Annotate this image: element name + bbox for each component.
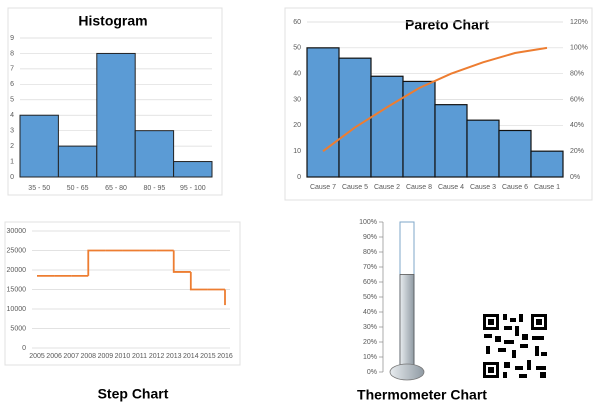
y-tick-label: 9: [10, 35, 14, 42]
x-tick-label: Cause 5: [342, 184, 368, 191]
y-tick-label: 10%: [363, 354, 377, 361]
y-tick-label: 30000: [7, 228, 27, 235]
chart-title: Histogram: [78, 13, 147, 29]
y-tick-label: 30: [293, 96, 301, 103]
mercury: [399, 274, 415, 373]
x-tick-label: 2012: [149, 353, 165, 360]
step-segment: [172, 250, 191, 273]
y-tick-label: 60: [293, 19, 301, 26]
y-tick-label: 30%: [363, 324, 377, 331]
y-tick-label: 0: [22, 345, 26, 352]
bar: [19, 114, 59, 178]
y-tick-label: 40%: [570, 122, 584, 129]
bar: [498, 129, 532, 178]
cumulative-line: [322, 46, 548, 152]
bar: [530, 150, 564, 178]
y-tick-label: 80%: [570, 71, 584, 78]
x-tick-label: 2009: [98, 353, 114, 360]
y-tick-label: 0%: [367, 369, 377, 376]
bar: [134, 130, 175, 178]
y-tick-label: 90%: [363, 234, 377, 241]
step-segment: [189, 271, 208, 291]
y-tick-label: 6: [10, 81, 14, 88]
x-tick-label: Cause 6: [502, 184, 528, 191]
y-tick-label: 60%: [363, 279, 377, 286]
bulb: [389, 363, 425, 381]
x-tick-label: 2007: [63, 353, 79, 360]
x-tick-label: 2014: [183, 353, 199, 360]
x-tick-label: 2015: [200, 353, 216, 360]
qr-code: [481, 312, 549, 380]
x-tick-label: Cause 7: [310, 184, 336, 191]
x-tick-label: 2011: [132, 353, 147, 360]
x-tick-label: 65 - 80: [105, 185, 127, 192]
y-tick-label: 100%: [359, 219, 377, 226]
y-tick-label: 40%: [363, 309, 377, 316]
y-tick-label: 20: [293, 122, 301, 129]
y-tick-label: 20%: [363, 339, 377, 346]
bar: [370, 75, 404, 178]
bar: [402, 80, 436, 178]
bar: [466, 119, 500, 178]
x-tick-label: 35 - 50: [28, 185, 50, 192]
y-tick-label: 0: [10, 174, 14, 181]
x-tick-label: 95 - 100: [180, 185, 206, 192]
step-segment: [87, 249, 106, 276]
x-tick-label: 2013: [166, 353, 182, 360]
y-tick-label: 50: [293, 45, 301, 52]
x-tick-label: Cause 8: [406, 184, 432, 191]
x-tick-label: 2010: [115, 353, 131, 360]
y-tick-label: 5: [10, 97, 14, 104]
y-tick-label: 3: [10, 128, 14, 135]
bar: [306, 47, 340, 178]
y-tick-label: 10: [293, 148, 301, 155]
panel: [4, 221, 241, 366]
y-tick-label: 25000: [7, 247, 27, 254]
x-tick-label: Cause 2: [374, 184, 400, 191]
y-tick-label: 5000: [10, 325, 26, 332]
y-tick-label: 7: [10, 66, 14, 73]
y-tick-label: 80%: [363, 249, 377, 256]
bar: [96, 52, 136, 178]
y-tick-label: 1: [10, 158, 14, 165]
x-tick-label: 2008: [80, 353, 96, 360]
x-tick-label: 80 - 95: [144, 185, 166, 192]
bar: [338, 57, 372, 178]
chart-title: Step Chart: [98, 386, 169, 402]
y-tick-label: 4: [10, 112, 14, 119]
y-tick-label: 50%: [363, 294, 377, 301]
y-tick-label: 8: [10, 50, 14, 57]
x-tick-label: 2006: [46, 353, 62, 360]
y-tick-label: 100%: [570, 45, 588, 52]
y-tick-label: 20%: [570, 148, 584, 155]
bar: [57, 145, 98, 178]
x-tick-label: 2005: [29, 353, 45, 360]
bar: [173, 161, 213, 178]
x-tick-label: Cause 1: [534, 184, 560, 191]
x-tick-label: 50 - 65: [67, 185, 89, 192]
y-tick-label: 15000: [7, 286, 27, 293]
chart-title: Pareto Chart: [405, 17, 489, 33]
y-tick-label: 60%: [570, 96, 584, 103]
y-tick-label: 120%: [570, 19, 588, 26]
y-tick-label: 70%: [363, 264, 377, 271]
x-tick-label: Cause 4: [438, 184, 464, 191]
y-tick-label: 0: [297, 174, 301, 181]
y-tick-label: 20000: [7, 267, 27, 274]
y-tick-label: 10000: [7, 306, 27, 313]
y-tick-label: 0%: [570, 174, 580, 181]
x-tick-label: 2016: [217, 353, 233, 360]
x-tick-label: Cause 3: [470, 184, 496, 191]
y-tick-label: 2: [10, 143, 14, 150]
y-tick-label: 40: [293, 71, 301, 78]
chart-title: Thermometer Chart: [357, 387, 487, 403]
bar: [434, 104, 468, 178]
